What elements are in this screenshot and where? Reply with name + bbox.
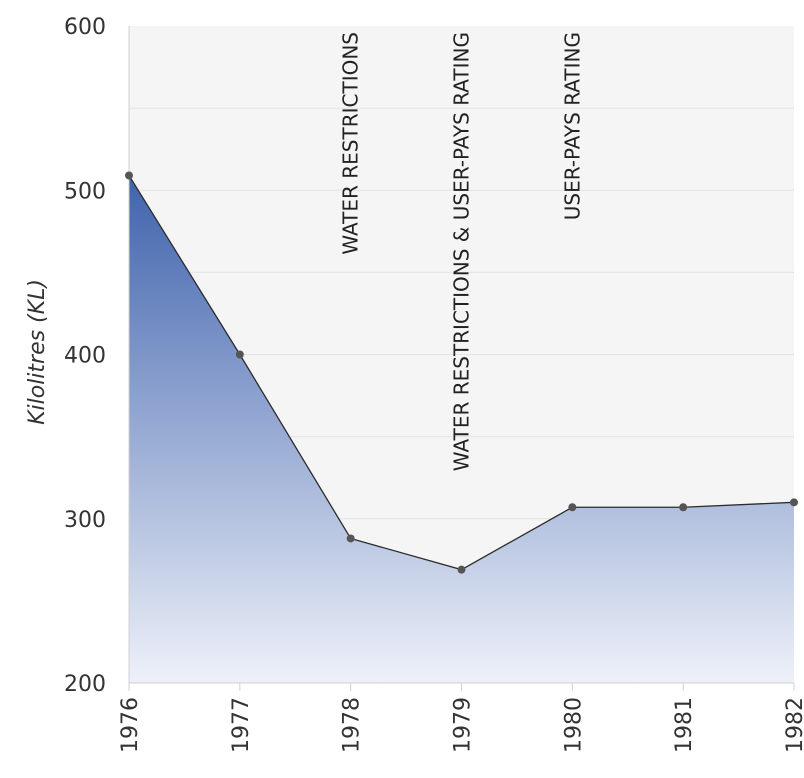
x-tick-label: 1980: [561, 697, 586, 753]
annotation-label: USER-PAYS RATING: [560, 32, 584, 220]
data-points: [125, 171, 798, 574]
data-point: [790, 498, 798, 507]
x-tick-label: 1977: [229, 697, 254, 753]
x-tick-label: 1981: [672, 697, 697, 753]
data-point: [679, 503, 688, 512]
x-tick-label: 1978: [340, 697, 365, 753]
annotation-label: WATER RESTRICTIONS & USER-PAYS RATING: [450, 32, 474, 471]
y-tick-label: 400: [64, 344, 106, 369]
y-tick-label: 500: [64, 179, 106, 204]
y-tick-label: 600: [64, 15, 106, 40]
y-axis-label: Kilolitres (KL): [25, 279, 50, 425]
area-fill: [129, 175, 794, 683]
data-point: [125, 171, 133, 180]
y-tick-label: 300: [64, 508, 106, 533]
data-point: [235, 350, 244, 359]
data-point: [457, 565, 466, 574]
data-point: [346, 534, 355, 543]
annotations: WATER RESTRICTIONS WATER RESTRICTIONS & U…: [339, 32, 585, 471]
y-tick-label: 200: [64, 672, 106, 697]
data-point: [568, 503, 577, 512]
axes: 200 300 400 500 600 1976 1977 1978 1979 1980 1981 1…: [64, 15, 804, 753]
x-tick-label: 1982: [783, 697, 804, 753]
x-tick-label: 1976: [118, 697, 143, 753]
x-tick-label: 1979: [451, 697, 476, 753]
annotation-label: WATER RESTRICTIONS: [339, 32, 363, 255]
